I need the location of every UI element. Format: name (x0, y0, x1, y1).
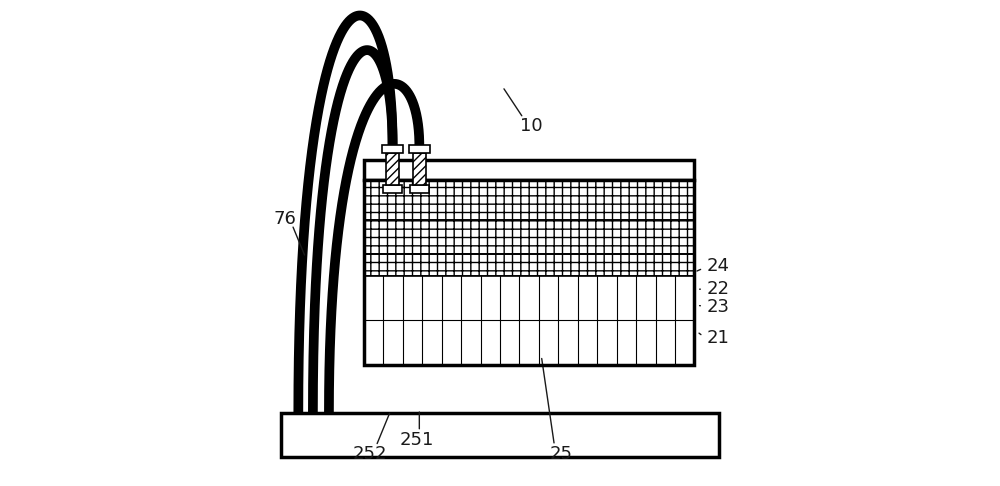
Bar (364, 221, 694, 254)
Text: 23: 23 (707, 298, 730, 316)
Text: 25: 25 (549, 445, 572, 464)
Text: 76: 76 (274, 209, 297, 228)
Text: 252: 252 (353, 445, 387, 464)
Bar (413, 153, 426, 185)
Bar (364, 180, 694, 364)
Bar (364, 160, 694, 180)
Bar (281, 413, 719, 457)
Text: 251: 251 (399, 431, 434, 449)
Bar (410, 185, 429, 193)
Bar (364, 276, 694, 364)
Text: 24: 24 (707, 257, 730, 276)
Text: 22: 22 (707, 280, 730, 298)
Bar (409, 145, 430, 153)
Text: 21: 21 (707, 329, 729, 347)
Bar (383, 185, 402, 193)
Bar (364, 254, 694, 276)
Bar (386, 153, 399, 185)
Bar (364, 180, 694, 221)
Bar (382, 145, 403, 153)
Text: 10: 10 (520, 117, 543, 136)
